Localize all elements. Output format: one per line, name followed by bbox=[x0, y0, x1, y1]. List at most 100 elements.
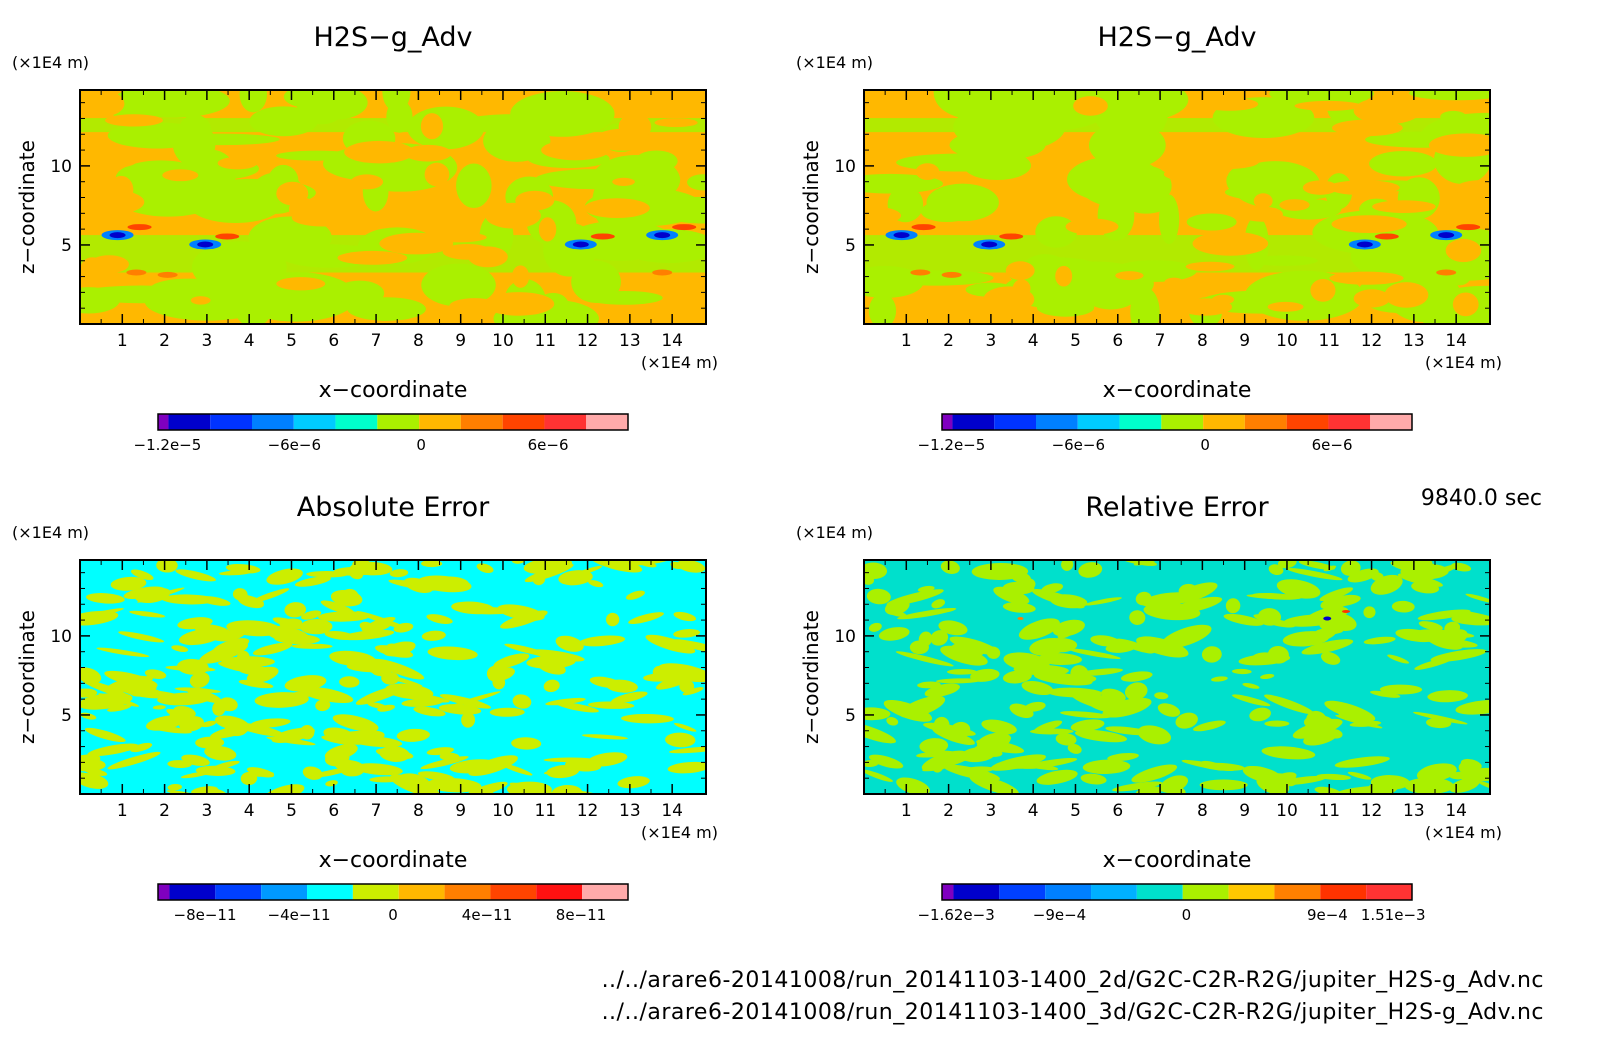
field-contour bbox=[673, 629, 701, 638]
field-contour bbox=[864, 205, 902, 226]
y-axis-unit: (×1E4 m) bbox=[12, 53, 89, 72]
field-contour bbox=[976, 739, 1025, 754]
field-contour bbox=[323, 727, 356, 743]
chart-panel-1: H2S−g_Adv(×1E4 m)1 2 3 4 5 6 7 8 9 10 11 12 13 14510(… bbox=[12, 22, 718, 454]
field-contour bbox=[1268, 564, 1284, 576]
field-contour bbox=[110, 576, 147, 591]
field-contour bbox=[424, 162, 450, 187]
field-contour bbox=[113, 90, 230, 118]
colorbar-segment bbox=[1228, 884, 1275, 900]
field-contour bbox=[1124, 193, 1168, 214]
field-contour bbox=[389, 569, 409, 578]
field-contour bbox=[515, 190, 555, 211]
colorbar-segment bbox=[942, 884, 954, 900]
field-contour bbox=[85, 593, 125, 604]
field-contour bbox=[1409, 90, 1490, 101]
field-contour bbox=[1172, 582, 1218, 604]
field-contour bbox=[287, 696, 306, 704]
chart-panel-2: H2S−g_Adv(×1E4 m)1 2 3 4 5 6 7 8 9 10 11 12 13 14510(… bbox=[796, 22, 1502, 454]
field-contour bbox=[1249, 707, 1271, 722]
field-contour bbox=[1090, 635, 1121, 647]
field-contour bbox=[919, 738, 949, 754]
plot-frame bbox=[79, 559, 707, 795]
field-contour bbox=[302, 90, 368, 120]
field-contour bbox=[996, 731, 1012, 741]
field-contour bbox=[1372, 200, 1436, 214]
field-contour bbox=[896, 153, 1025, 172]
colorbar-segment bbox=[398, 884, 445, 900]
chart-title: Absolute Error bbox=[297, 492, 490, 523]
field-contour bbox=[558, 570, 593, 586]
x-axis-unit: (×1E4 m) bbox=[1425, 353, 1502, 372]
field-contour bbox=[878, 627, 910, 641]
field-contour bbox=[1305, 606, 1349, 625]
chart-title: Relative Error bbox=[1085, 492, 1269, 523]
field-contour bbox=[204, 788, 227, 794]
field-contour bbox=[171, 645, 189, 652]
colorbar-segment bbox=[1161, 414, 1204, 430]
field-contour bbox=[1379, 684, 1423, 695]
field-contour bbox=[350, 174, 384, 190]
field-contour bbox=[868, 293, 897, 324]
field-contour bbox=[1057, 632, 1071, 639]
colorbar-segment bbox=[1182, 884, 1229, 900]
field-contour bbox=[1012, 279, 1031, 298]
field-contour bbox=[676, 560, 706, 573]
colorbar-segment bbox=[168, 414, 211, 430]
field-contour bbox=[1232, 694, 1271, 707]
field-contour bbox=[1369, 150, 1438, 177]
field-contour bbox=[1427, 634, 1463, 650]
field-contour bbox=[291, 209, 355, 227]
x-axis-unit: (×1E4 m) bbox=[641, 823, 718, 842]
field-contour bbox=[1065, 218, 1119, 235]
field-contour bbox=[1374, 233, 1399, 240]
field-contour bbox=[265, 626, 311, 644]
field-contour bbox=[543, 679, 560, 693]
colorbar-segment bbox=[1366, 884, 1412, 900]
field-contour bbox=[1154, 692, 1169, 700]
field-contour bbox=[1002, 581, 1035, 595]
field-contour bbox=[197, 241, 214, 248]
field-contour bbox=[330, 589, 363, 607]
field-contour bbox=[1175, 712, 1198, 729]
colorbar-segment bbox=[252, 414, 294, 430]
field-contour bbox=[279, 618, 303, 629]
field-contour bbox=[250, 718, 291, 728]
field-contour bbox=[933, 716, 950, 733]
field-contour bbox=[175, 569, 217, 582]
field-contour bbox=[924, 683, 960, 698]
field-contour bbox=[535, 169, 659, 190]
field-contour bbox=[299, 619, 333, 635]
field-contour bbox=[1456, 224, 1481, 231]
field-contour bbox=[895, 651, 954, 667]
field-contour bbox=[938, 620, 968, 636]
field-contour bbox=[1073, 96, 1108, 116]
field-contour bbox=[174, 687, 221, 693]
field-contour bbox=[344, 140, 415, 164]
field-contour bbox=[1452, 292, 1479, 317]
chart-title: H2S−g_Adv bbox=[314, 22, 473, 53]
field-contour bbox=[1331, 119, 1403, 137]
field-contour bbox=[1193, 720, 1226, 732]
field-contour bbox=[617, 776, 650, 789]
field-contour bbox=[579, 635, 626, 647]
x-tick-label: 5 bbox=[1070, 331, 1081, 351]
x-tick-label: 9 bbox=[1239, 331, 1250, 351]
x-axis-label: x−coordinate bbox=[319, 848, 468, 873]
field-contour bbox=[555, 635, 584, 652]
field-contour bbox=[87, 743, 139, 757]
field-contour bbox=[1303, 715, 1335, 732]
field-contour bbox=[538, 217, 557, 242]
field-contour bbox=[864, 235, 1490, 273]
field-contour bbox=[523, 560, 573, 575]
x-tick-label: 14 bbox=[661, 801, 683, 821]
field-contour bbox=[218, 697, 238, 712]
heatmap-field bbox=[80, 560, 706, 794]
field-contour bbox=[1335, 714, 1383, 729]
field-contour bbox=[670, 561, 683, 570]
y-tick-label: 10 bbox=[50, 157, 72, 177]
field-contour bbox=[172, 121, 216, 167]
colorbar-segment bbox=[158, 414, 169, 430]
field-contour bbox=[653, 196, 706, 224]
field-contour bbox=[224, 720, 249, 737]
